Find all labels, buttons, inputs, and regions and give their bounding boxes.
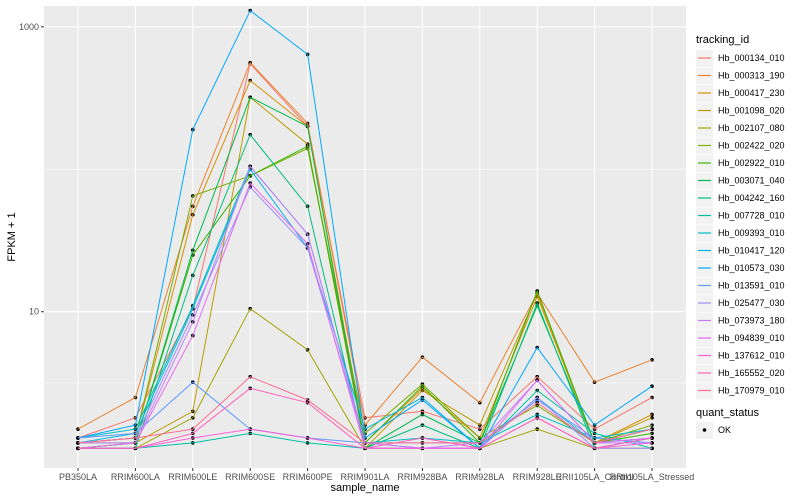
legend-item-label: Hb_002422_020 — [718, 141, 785, 151]
legend-item-label: Hb_002107_080 — [718, 123, 785, 133]
legend-item-label: OK — [718, 425, 731, 435]
legend-item-label: Hb_137612_010 — [718, 351, 785, 361]
x-axis-title: sample_name — [330, 482, 399, 494]
legend-title: quant_status — [696, 407, 759, 419]
legend-item-label: Hb_000417_230 — [718, 88, 785, 98]
y-axis-title: FPKM + 1 — [6, 212, 18, 261]
legend: tracking_id Hb_000134_010 Hb_000313_190 Hb_… — [696, 34, 785, 439]
series-line — [77, 376, 653, 444]
legend-item-label: Hb_025477_030 — [718, 298, 785, 308]
series-line — [78, 387, 653, 449]
x-tick-label: RRIM928LE — [513, 472, 562, 482]
y-tick-label: 1000 — [19, 22, 39, 32]
legend-item-label: Hb_007728_010 — [718, 211, 785, 221]
legend-item-label: Hb_004242_160 — [718, 193, 785, 203]
series-line — [77, 9, 653, 450]
legend-item-label: Hb_094839_010 — [718, 333, 785, 343]
legend-title: tracking_id — [696, 34, 749, 46]
x-tick-label: RRII105LA_Stressed — [610, 472, 695, 482]
x-tick-label: RRIM928LA — [455, 472, 504, 482]
x-tick-label: PB350LA — [59, 472, 97, 482]
legend-item-label: Hb_000134_010 — [718, 53, 785, 63]
y-tick-label: 10 — [29, 307, 39, 317]
data-point — [650, 436, 654, 440]
series-line — [77, 147, 653, 444]
x-tick-label: RRIM901LA — [340, 472, 389, 482]
legend-item-label: Hb_009393_010 — [718, 228, 785, 238]
legend-key-point — [702, 428, 707, 432]
x-tick-label: RRIM928BA — [397, 472, 447, 482]
x-tick-label: RRIM600LE — [168, 472, 217, 482]
data-point — [650, 412, 654, 417]
legend-item-label: Hb_000313_190 — [718, 71, 785, 81]
legend-item-label: Hb_001098_020 — [718, 106, 785, 116]
legend-item-label: Hb_013591_010 — [718, 281, 785, 291]
legend-item-label: Hb_003071_040 — [718, 176, 785, 186]
series-group — [76, 8, 654, 451]
series-line — [77, 62, 653, 439]
data-point — [650, 431, 654, 436]
legend-item-label: Hb_002922_010 — [718, 158, 785, 168]
legend-item-label: Hb_010573_030 — [718, 263, 785, 273]
x-tick-label: RRIM600LA — [111, 472, 160, 482]
legend-item-label: Hb_165552_020 — [718, 368, 785, 378]
x-tick-label: RRIM600SE — [225, 472, 275, 482]
legend-item-label: Hb_010417_120 — [718, 246, 785, 256]
x-tick-label: RRIM600PE — [283, 472, 333, 482]
series-line — [77, 61, 653, 430]
legend-item-label: Hb_073973_180 — [718, 316, 785, 326]
axis-ticks: 10 1000 PB350LA RRIM600LA RRIM600LE RRIM600SE… — [19, 22, 694, 482]
x-tick-label: RRII105LA_Control — [556, 472, 634, 482]
legend-item-label: Hb_170979_010 — [718, 386, 785, 396]
